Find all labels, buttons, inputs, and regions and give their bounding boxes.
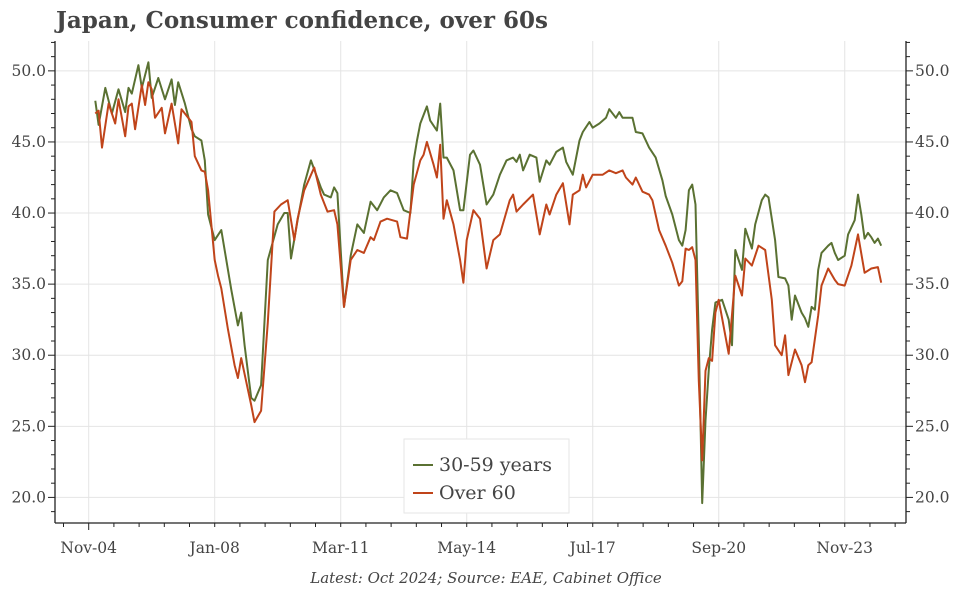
y-tick-label-right: 40.0 [915, 204, 950, 222]
x-tick-label: Sep-20 [691, 539, 746, 557]
legend-label-30-59: 30-59 years [439, 454, 552, 476]
y-tick-label-right: 35.0 [915, 275, 950, 293]
y-tick-label-left: 35.0 [11, 275, 46, 293]
y-tick-label-left: 30.0 [11, 346, 46, 364]
y-tick-label-left: 40.0 [11, 204, 46, 222]
y-tick-label-right: 30.0 [915, 346, 950, 364]
legend-label-over-60: Over 60 [439, 482, 516, 504]
x-tick-label: Jan-08 [188, 539, 240, 557]
axes: 20.0 20.0 25.0 25.0 30.0 30.0 35.0 35.0 40.0 40.0… [11, 41, 950, 557]
gridlines [55, 41, 906, 523]
y-tick-label-right: 25.0 [915, 417, 950, 435]
series-line-over-60 [94, 81, 883, 462]
y-tick-label-left: 50.0 [11, 62, 46, 80]
footnote: Latest: Oct 2024; Source: EAE, Cabinet O… [309, 569, 662, 587]
legend: 30-59 years Over 60 [403, 438, 570, 514]
legend-box [403, 438, 570, 514]
y-tick-label-right: 20.0 [915, 488, 950, 506]
x-tick-label: Jul-17 [568, 539, 616, 557]
x-tick-label: Nov-23 [816, 539, 873, 557]
series-line-30-59-years [94, 61, 883, 505]
chart-title: Japan, Consumer confidence, over 60s [54, 7, 548, 34]
series-lines [94, 61, 883, 505]
y-tick-label-left: 25.0 [11, 417, 46, 435]
y-tick-label-left: 45.0 [11, 133, 46, 151]
x-tick-label: Nov-04 [60, 539, 117, 557]
y-tick-label-right: 50.0 [915, 62, 950, 80]
x-tick-label: May-14 [437, 539, 496, 557]
x-tick-label: Mar-11 [312, 539, 369, 557]
y-tick-label-left: 20.0 [11, 488, 46, 506]
y-tick-label-right: 45.0 [915, 133, 950, 151]
